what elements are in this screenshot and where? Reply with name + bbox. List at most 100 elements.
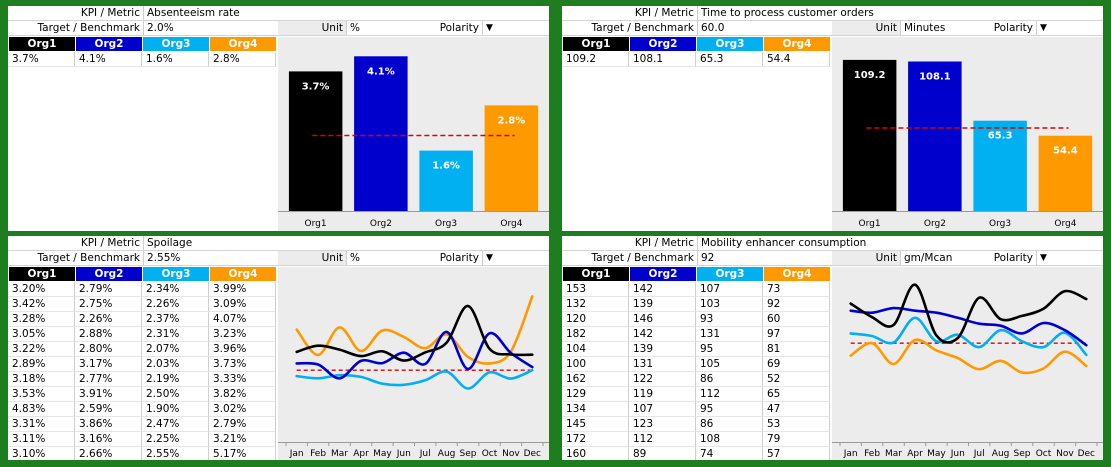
chart-area: 109.2 Org1 108.1 Org2 65.3 Org3 54.4 Org4 — [832, 37, 1103, 231]
chart-area: 3.7% Org1 4.1% Org2 1.6% Org3 2.8% Org4 — [278, 37, 549, 231]
row-divider — [8, 250, 549, 251]
table-cell: 2.59% — [75, 402, 142, 417]
table-cell: 108 — [696, 432, 763, 447]
polarity-down-icon[interactable]: ▼ — [1036, 21, 1103, 36]
org-header-org1: Org1 — [9, 267, 75, 281]
bar-org1 — [288, 71, 343, 212]
table-cell: 53 — [763, 417, 830, 432]
table-cell: 95 — [696, 342, 763, 357]
table-cell: 122 — [629, 372, 696, 387]
kpi-value[interactable]: Time to process customer orders — [697, 6, 1103, 21]
series-line-org1 — [295, 304, 534, 362]
series-line-org2 — [295, 330, 534, 380]
table-cell: 2.89% — [8, 357, 75, 372]
table-cell: 3.86% — [75, 417, 142, 432]
org-header-org3: Org3 — [697, 267, 763, 281]
series-line-org3 — [295, 368, 534, 390]
x-tick-label: Jul — [973, 449, 985, 459]
target-label: Target / Benchmark — [8, 251, 143, 266]
table-cell: 2.77% — [75, 372, 142, 387]
kpi-label: KPI / Metric — [562, 6, 697, 21]
table-cell: 3.99% — [209, 282, 276, 297]
org-header-org4: Org4 — [210, 37, 276, 51]
table-cell: 1.90% — [142, 402, 209, 417]
table-cell: 65 — [763, 387, 830, 402]
table-cell: 4.1% — [75, 52, 142, 67]
row-divider — [562, 250, 1103, 251]
chart-svg: Jan Feb Mar Apr May Jun Jul Aug Sep Oct Nov Dec — [832, 283, 1103, 459]
table-cell: 2.50% — [142, 387, 209, 402]
table-cell: 3.16% — [75, 432, 142, 447]
table-cell: 3.42% — [8, 297, 75, 312]
table-cell: 104 — [562, 342, 629, 357]
table-cell: 86 — [696, 372, 763, 387]
bar-org4 — [484, 105, 539, 211]
kpi-value[interactable]: Absenteeism rate — [143, 6, 549, 21]
table-cell: 3.05% — [8, 327, 75, 342]
table-cell: 119 — [629, 387, 696, 402]
table-cell: 2.31% — [142, 327, 209, 342]
x-tick-label: Org2 — [370, 219, 392, 229]
unit-value[interactable]: gm/Mcan — [900, 251, 960, 266]
series-line-org2 — [849, 306, 1088, 347]
polarity-down-icon[interactable]: ▼ — [1036, 251, 1103, 266]
table-cell: 107 — [629, 402, 696, 417]
target-label: Target / Benchmark — [562, 251, 697, 266]
polarity-label: Polarity — [406, 21, 482, 36]
table-cell: 97 — [763, 327, 830, 342]
x-tick-label: Sep — [1014, 449, 1031, 459]
bar-org2 — [354, 56, 408, 211]
table-cell: 139 — [629, 342, 696, 357]
unit-label: Unit — [278, 251, 346, 266]
kpi-panel-4: KPI / Metric Mobility enhancer consumptio… — [562, 236, 1103, 460]
table-cell: 153 — [562, 282, 629, 297]
x-tick-label: Dec — [1078, 449, 1095, 459]
bar-org3 — [973, 120, 1027, 211]
target-value[interactable]: 2.0% — [143, 21, 278, 36]
x-tick-label: Apr — [907, 449, 923, 459]
target-value[interactable]: 2.55% — [143, 251, 278, 266]
polarity-down-icon[interactable]: ▼ — [482, 21, 549, 36]
table-cell: 3.73% — [209, 357, 276, 372]
table-cell: 2.37% — [142, 312, 209, 327]
x-tick-label: May — [927, 449, 946, 459]
unit-value[interactable]: % — [346, 251, 406, 266]
table-cell: 74 — [696, 447, 763, 460]
x-tick-label: Oct — [1036, 449, 1052, 459]
table-cell: 3.96% — [209, 342, 276, 357]
x-tick-label: Org4 — [500, 219, 522, 229]
table-cell: 107 — [696, 282, 763, 297]
unit-value[interactable]: Minutes — [900, 21, 960, 36]
polarity-down-icon[interactable]: ▼ — [482, 251, 549, 266]
unit-label: Unit — [832, 251, 900, 266]
target-value[interactable]: 92 — [697, 251, 832, 266]
table-cell: 57 — [763, 447, 830, 460]
kpi-value[interactable]: Spoilage — [143, 236, 549, 251]
target-row: Target / Benchmark 92 Unit gm/Mcan Polarity ▼ — [562, 251, 1103, 266]
table-cell: 3.18% — [8, 372, 75, 387]
table-cell: 172 — [562, 432, 629, 447]
table-cell: 120 — [562, 312, 629, 327]
x-tick-label: Dec — [524, 449, 541, 459]
kpi-label: KPI / Metric — [8, 6, 143, 21]
table-cell: 182 — [562, 327, 629, 342]
unit-label: Unit — [832, 21, 900, 36]
table-cell: 108.1 — [629, 52, 696, 67]
table-cell: 100 — [562, 357, 629, 372]
x-tick-label: Jun — [950, 449, 965, 459]
unit-label: Unit — [278, 21, 346, 36]
target-value[interactable]: 60.0 — [697, 21, 832, 36]
table-cell: 129 — [562, 387, 629, 402]
table-cell: 47 — [763, 402, 830, 417]
x-tick-label: Nov — [502, 449, 520, 459]
kpi-value[interactable]: Mobility enhancer consumption — [697, 236, 1103, 251]
bar-value-label: 54.4 — [1053, 146, 1078, 157]
bar-org3 — [419, 150, 473, 211]
org-header-org4: Org4 — [764, 37, 830, 51]
table-cell: 95 — [696, 402, 763, 417]
table-cell: 134 — [562, 402, 629, 417]
bar-org4 — [1038, 135, 1093, 211]
x-tick-label: Aug — [992, 449, 1010, 459]
unit-value[interactable]: % — [346, 21, 406, 36]
